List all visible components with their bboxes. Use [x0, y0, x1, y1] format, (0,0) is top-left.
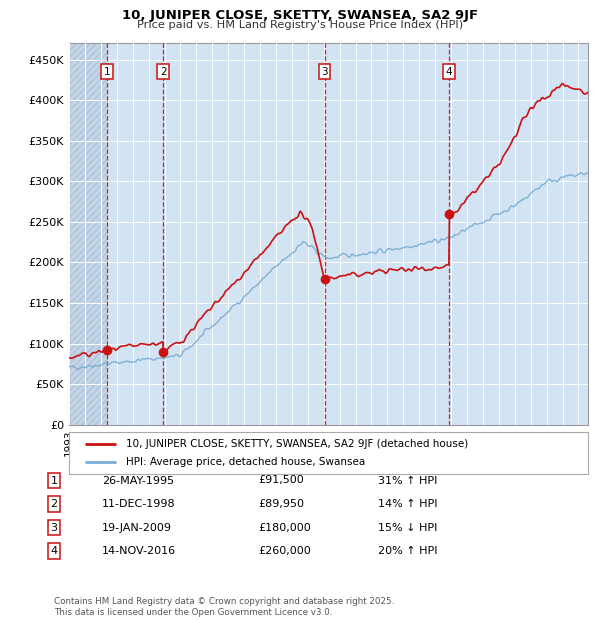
Bar: [163, 43, 325, 425]
Text: 4: 4: [50, 546, 58, 556]
Text: 15% ↓ HPI: 15% ↓ HPI: [378, 523, 437, 533]
Text: HPI: Average price, detached house, Swansea: HPI: Average price, detached house, Swan…: [126, 458, 365, 467]
Bar: [325, 43, 449, 425]
Bar: [69, 43, 107, 425]
Text: 3: 3: [50, 523, 58, 533]
Bar: [107, 43, 163, 425]
Text: Contains HM Land Registry data © Crown copyright and database right 2025.
This d: Contains HM Land Registry data © Crown c…: [54, 598, 394, 617]
Text: 10, JUNIPER CLOSE, SKETTY, SWANSEA, SA2 9JF (detached house): 10, JUNIPER CLOSE, SKETTY, SWANSEA, SA2 …: [126, 438, 469, 448]
Bar: [449, 43, 588, 425]
Text: 14% ↑ HPI: 14% ↑ HPI: [378, 499, 437, 509]
Text: 1: 1: [104, 67, 110, 77]
Text: 11-DEC-1998: 11-DEC-1998: [102, 499, 176, 509]
Text: Price paid vs. HM Land Registry's House Price Index (HPI): Price paid vs. HM Land Registry's House …: [137, 20, 463, 30]
Text: 2: 2: [160, 67, 167, 77]
Text: 4: 4: [446, 67, 452, 77]
Text: 26-MAY-1995: 26-MAY-1995: [102, 476, 174, 485]
Text: 10, JUNIPER CLOSE, SKETTY, SWANSEA, SA2 9JF: 10, JUNIPER CLOSE, SKETTY, SWANSEA, SA2 …: [122, 9, 478, 22]
Text: £89,950: £89,950: [258, 499, 304, 509]
Text: 1: 1: [50, 476, 58, 485]
Text: 2: 2: [50, 499, 58, 509]
Text: 3: 3: [321, 67, 328, 77]
Text: 19-JAN-2009: 19-JAN-2009: [102, 523, 172, 533]
Text: £260,000: £260,000: [258, 546, 311, 556]
Text: £180,000: £180,000: [258, 523, 311, 533]
Text: £91,500: £91,500: [258, 476, 304, 485]
Text: 20% ↑ HPI: 20% ↑ HPI: [378, 546, 437, 556]
Text: 31% ↑ HPI: 31% ↑ HPI: [378, 476, 437, 485]
Text: 14-NOV-2016: 14-NOV-2016: [102, 546, 176, 556]
